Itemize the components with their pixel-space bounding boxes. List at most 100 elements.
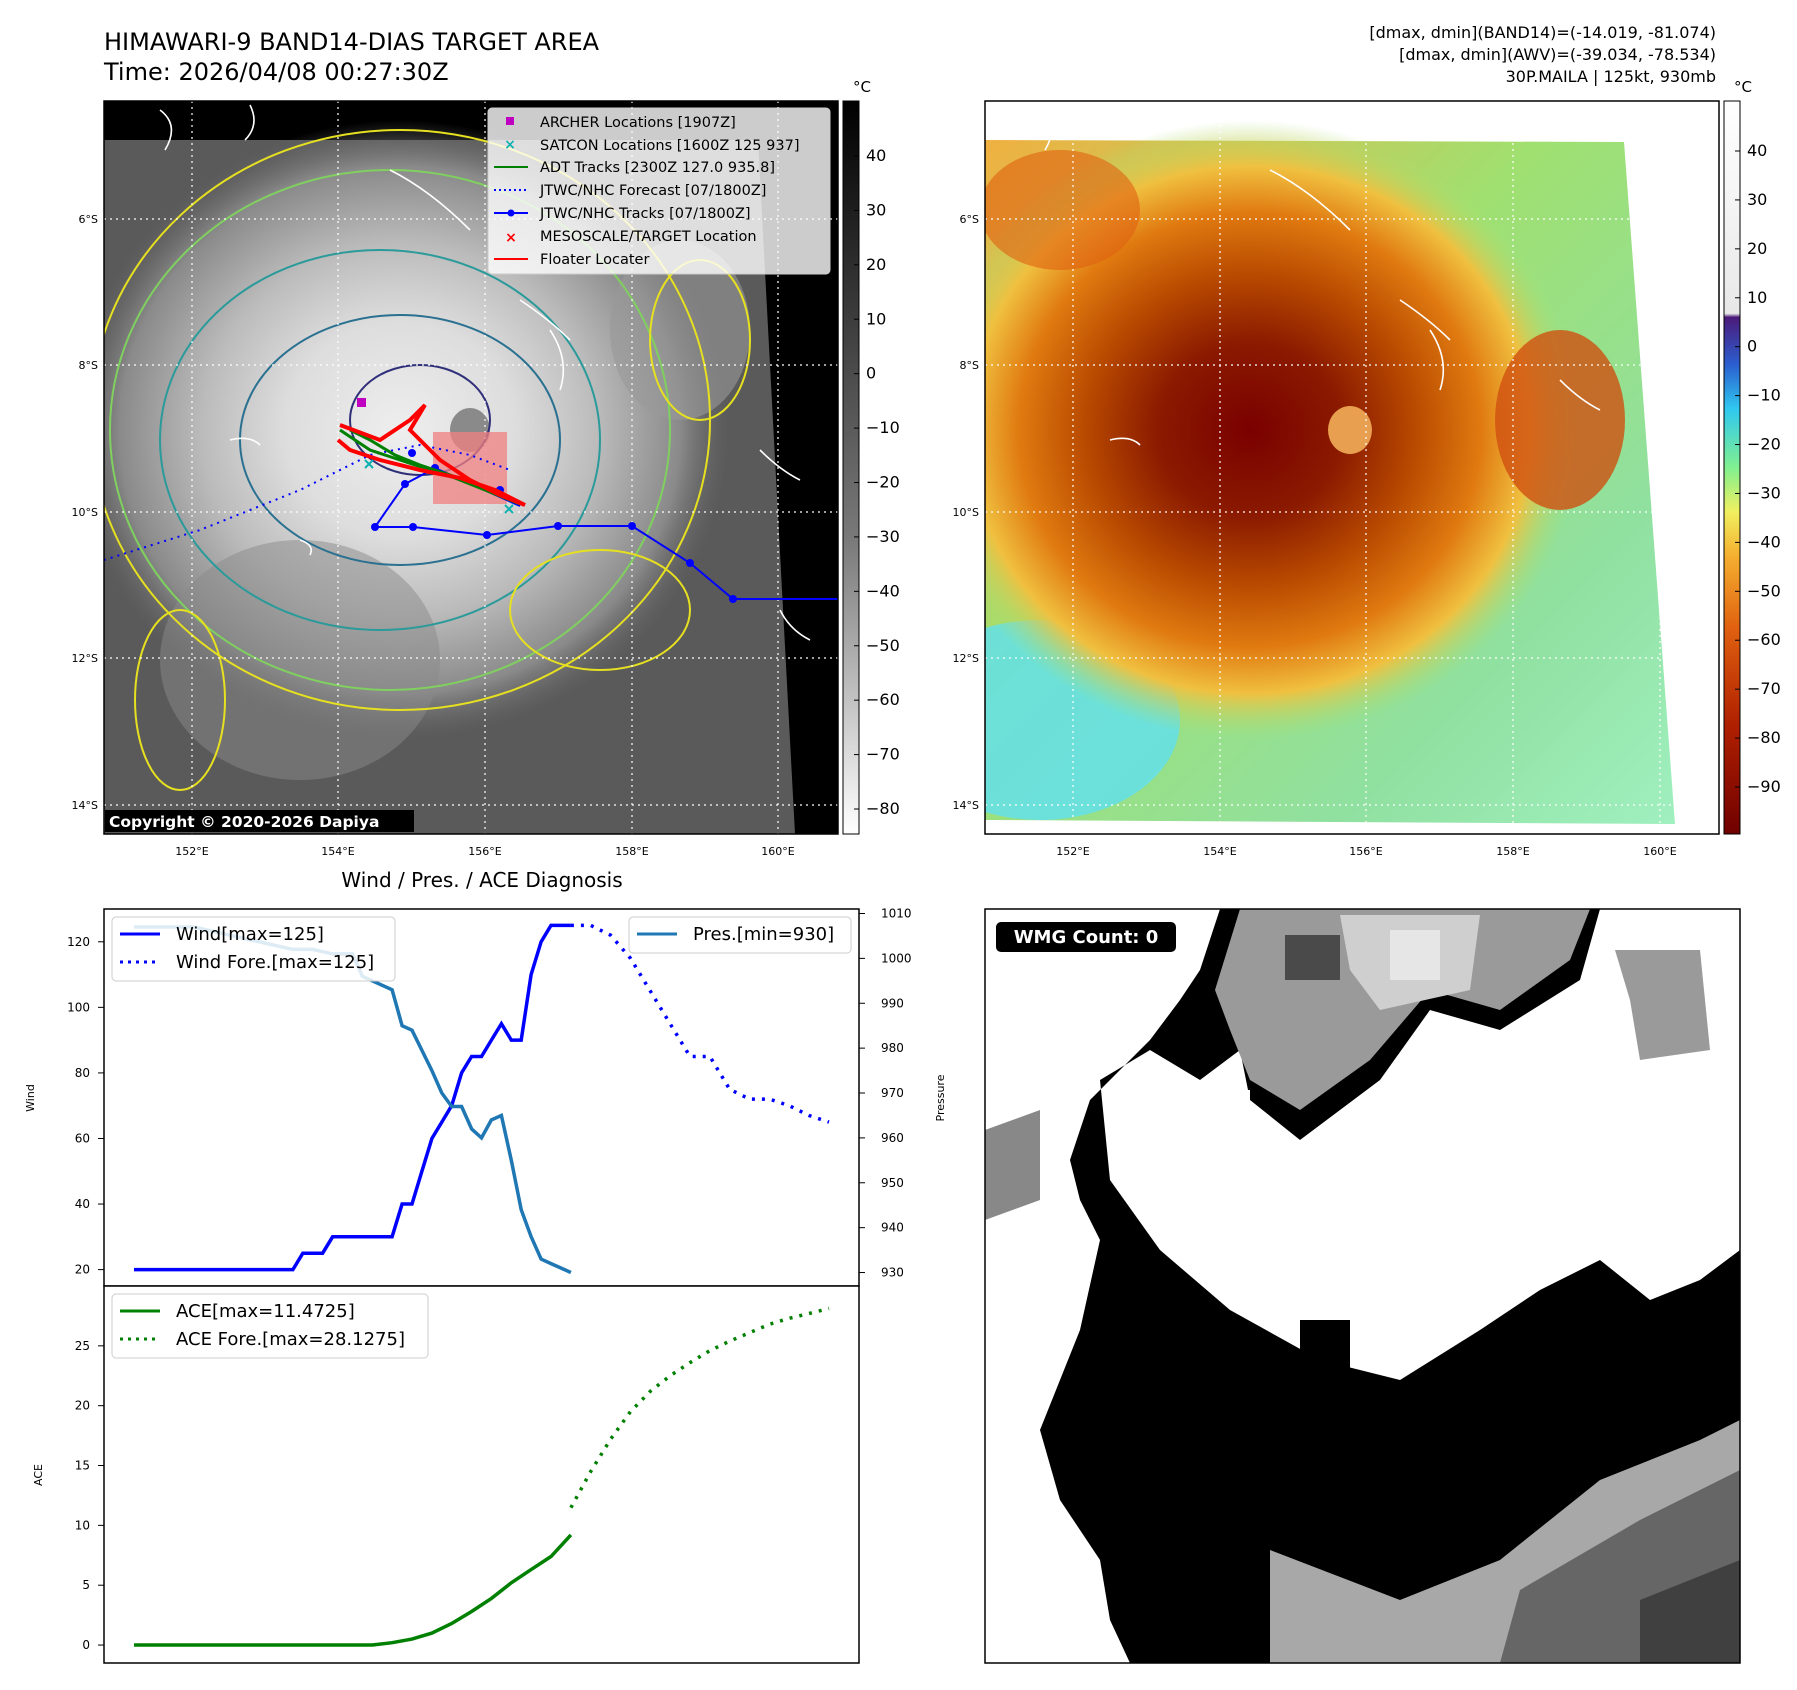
figure-title: HIMAWARI-9 BAND14-DIAS TARGET AREA — [104, 28, 600, 56]
colorbar-tick-label: 20 — [1747, 239, 1767, 258]
colorbar-tick-label: −80 — [866, 799, 900, 818]
lon-label: 156°E — [468, 845, 501, 858]
colorbar-tick-label: −50 — [1747, 581, 1781, 600]
y-right-tick-label: 990 — [881, 996, 904, 1010]
legend-ace-fore: ACE Fore.[max=28.1275] — [176, 1329, 405, 1350]
satcon-locations — [364, 459, 514, 514]
y-tick-label: 0 — [82, 1638, 90, 1652]
colorbar-tick-label: −70 — [1747, 679, 1781, 698]
y-tick-label: 20 — [75, 1399, 90, 1413]
copyright-text: Copyright © 2020-2026 Dapiya — [109, 813, 379, 831]
y-right-tick-label: 970 — [881, 1086, 904, 1100]
colorbar-tick-label: 10 — [1747, 288, 1767, 307]
colorbar-bw-bar — [842, 100, 860, 835]
colorbar-tick-label: −10 — [866, 418, 900, 437]
figure-time: Time: 2026/04/08 00:27:30Z — [103, 58, 449, 86]
colorbar-tick-label: −40 — [1747, 532, 1781, 551]
lon-label: 152°E — [175, 845, 208, 858]
map-frame — [103, 100, 839, 835]
y-right-tick-label: 1010 — [881, 906, 912, 920]
map-legend: ARCHER Locations [1907Z] × SATCON Locati… — [487, 107, 831, 275]
pressure-legend: Pres.[min=930] — [628, 916, 852, 954]
colorbar-tick-label: −60 — [1747, 630, 1781, 649]
y-tick-label: 60 — [75, 1131, 90, 1145]
legend-satcon-marker: × — [504, 137, 516, 153]
contour-yellow — [104, 129, 711, 711]
lon-label: 154°E — [321, 845, 354, 858]
wmg-panel: WMG Count: 0 — [984, 908, 1741, 1664]
y-right-tick-label: 950 — [881, 1176, 904, 1190]
wmg-grid — [985, 909, 1740, 1663]
lat-label: 14°S — [72, 799, 98, 812]
copyright-box — [105, 810, 414, 832]
legend-satcon: SATCON Locations [1600Z 125 937] — [540, 138, 799, 154]
series-line — [134, 923, 571, 1272]
legend-archer: ARCHER Locations [1907Z] — [540, 115, 736, 131]
series-line — [134, 1533, 573, 1647]
contour-teal — [159, 249, 601, 631]
series-line — [569, 1306, 830, 1509]
map1-lon-labels: 152°E 154°E 156°E 158°E 160°E — [175, 845, 794, 858]
legend-tracks: JTWC/NHC Tracks [07/1800Z] — [539, 206, 751, 222]
info-band14: [dmax, dmin](BAND14)=(-14.019, -81.074) — [1369, 23, 1716, 42]
wmg-black-region — [1040, 909, 1740, 1663]
wind-pressure-chart: 20 40 60 80 100 120 930 940 950 960 970 980 990 1000 1… — [24, 906, 947, 1287]
colorbar-tick-label: −20 — [1747, 435, 1781, 454]
wmg-frame — [984, 908, 1741, 1664]
wind-ylabel: Wind — [24, 1084, 37, 1112]
colorbar-tick-label: 40 — [866, 146, 886, 165]
colorbar-tick-label: 40 — [1747, 141, 1767, 160]
colorbar-tick-label: 10 — [866, 309, 886, 328]
y-right-tick-label: 930 — [881, 1266, 904, 1280]
colorbar-color-unit: °C — [1734, 78, 1752, 96]
map2-lat-labels: 6°S 8°S 10°S 12°S 14°S — [953, 213, 979, 812]
y-tick-label: 15 — [75, 1459, 90, 1473]
map2-lon-labels: 152°E 154°E 156°E 158°E 160°E — [1056, 845, 1676, 858]
lat-label: 12°S — [72, 652, 98, 665]
colorbar-bw-unit: °C — [853, 78, 871, 96]
info-storm: 30P.MAILA | 125kt, 930mb — [1506, 67, 1716, 86]
y-tick-label: 120 — [67, 935, 90, 949]
y-right-tick-label: 940 — [881, 1221, 904, 1235]
legend-mesoscale: MESOSCALE/TARGET Location — [540, 229, 757, 245]
bw-satellite-map: ARCHER Locations [1907Z] × SATCON Locati… — [103, 100, 839, 835]
ace-chart: 0 5 10 15 20 25 ACE ACE[max=11.4725] ACE Fore… — [32, 1285, 860, 1664]
colorbar-tick-label: −90 — [1747, 777, 1781, 796]
legend-forecast: JTWC/NHC Forecast [07/1800Z] — [539, 183, 766, 199]
pressure-ylabel: Pressure — [934, 1074, 947, 1121]
legend-wind: Wind[max=125] — [176, 924, 324, 945]
lat-label: 10°S — [72, 506, 98, 519]
legend-pressure: Pres.[min=930] — [693, 924, 834, 945]
lon-label: 160°E — [761, 845, 794, 858]
y-tick-label: 80 — [75, 1066, 90, 1080]
colorbar-tick-label: −30 — [1747, 483, 1781, 502]
legend-adt: ADT Tracks [2300Z 127.0 935.8] — [540, 160, 775, 176]
lon-label: 160°E — [1643, 845, 1676, 858]
legend-archer-marker — [506, 117, 514, 125]
y-tick-label: 25 — [75, 1339, 90, 1353]
colorbar-tick-label: −70 — [866, 745, 900, 764]
colorbar-tick-label: −50 — [866, 636, 900, 655]
colorbar-tick-label: 0 — [866, 364, 876, 383]
diagnosis-title: Wind / Pres. / ACE Diagnosis — [341, 868, 622, 892]
y-tick-label: 40 — [75, 1197, 90, 1211]
y-right-tick-label: 960 — [881, 1131, 904, 1145]
colorbar-tick-label: −80 — [1747, 728, 1781, 747]
legend-floater: Floater Locater — [540, 252, 649, 268]
lon-label: 152°E — [1056, 845, 1089, 858]
wmg-count-label: WMG Count: 0 — [1014, 927, 1159, 948]
colorbar-color: °C 40 30 20 10 0 −10 −20 −30 −40 −50 −60 −70 −80 −90 — [1723, 78, 1781, 835]
y-tick-label: 20 — [75, 1263, 90, 1277]
colorbar-tick-label: 0 — [1747, 337, 1757, 356]
ace-legend: ACE[max=11.4725] ACE Fore.[max=28.1275] — [111, 1293, 429, 1359]
color-storm-eye — [1328, 406, 1372, 454]
color-map-frame — [984, 100, 1720, 835]
colorbar-tick-label: −10 — [1747, 386, 1781, 405]
colorbar-bw: °C 40 30 20 10 0 −10 −20 −30 −40 −50 −60 −70 −80 — [842, 78, 900, 835]
colorbar-tick-label: −30 — [866, 527, 900, 546]
archer-location — [357, 398, 366, 407]
y-tick-label: 10 — [75, 1518, 90, 1532]
ace-ylabel: ACE — [32, 1464, 45, 1486]
color-storm — [985, 120, 1580, 740]
